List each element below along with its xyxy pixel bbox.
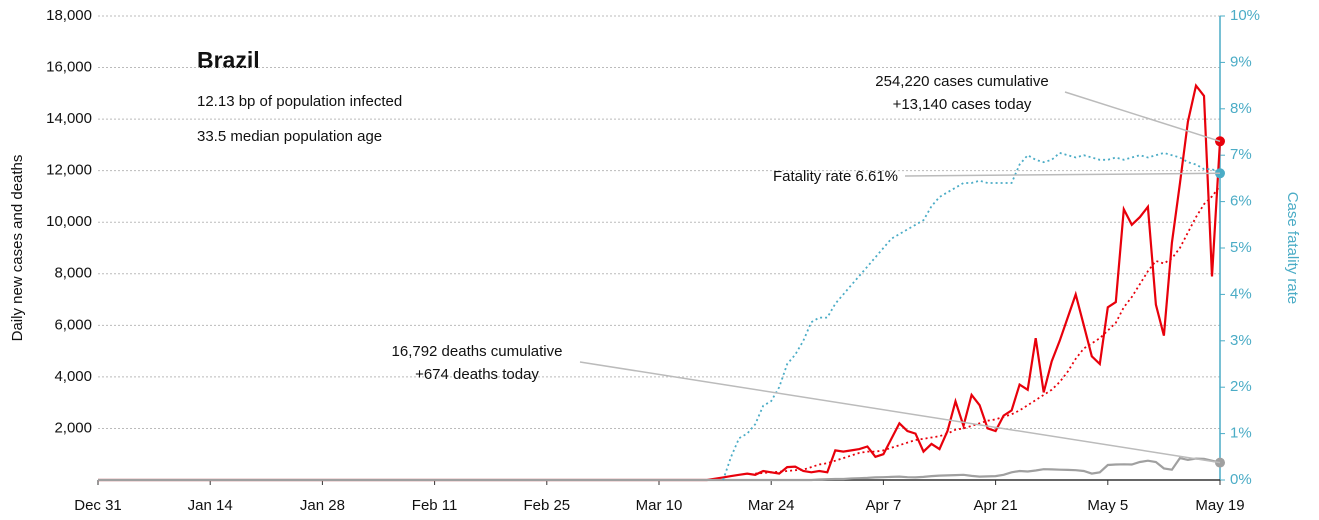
chart-title: Brazil [197, 47, 260, 73]
x-tick-label: Apr 7 [865, 497, 901, 514]
leader-line [579, 361, 1221, 464]
y2-tick-label: 6% [1230, 193, 1252, 210]
y2-tick-label: 0% [1230, 471, 1252, 488]
series-line [722, 151, 1221, 481]
x-tick-label: Jan 28 [300, 497, 345, 514]
x-tick-label: May 19 [1195, 497, 1244, 514]
x-tick-label: Apr 21 [973, 497, 1017, 514]
y2-tick-label: 2% [1230, 378, 1252, 395]
annotation: +674 deaths today [415, 366, 539, 383]
x-tick-label: Feb 11 [412, 497, 458, 514]
y-tick-label: 12,000 [46, 162, 92, 179]
annotation: 16,792 deaths cumulative [392, 343, 563, 360]
x-tick-label: Feb 25 [523, 497, 570, 514]
y-tick-label: 6,000 [54, 316, 92, 333]
x-tick-label: Mar 10 [636, 497, 683, 514]
annotation: 254,220 cases cumulative [875, 73, 1048, 90]
y2-tick-label: 5% [1230, 239, 1252, 256]
leader-line [904, 172, 1221, 177]
leader-line [1064, 91, 1221, 142]
x-tick-label: Dec 31 [74, 497, 122, 514]
y2-tick-label: 3% [1230, 332, 1252, 349]
y-tick-label: 10,000 [46, 213, 92, 230]
series-line [755, 185, 1221, 475]
y2-tick-label: 7% [1230, 146, 1252, 163]
note: 12.13 bp of population infected [197, 93, 402, 110]
x-tick-label: Jan 14 [188, 497, 233, 514]
y2-tick-label: 10% [1230, 7, 1260, 24]
note: 33.5 median population age [197, 128, 382, 145]
y-tick-label: 8,000 [54, 265, 92, 282]
y2-axis-label: Case fatality rate [1284, 192, 1301, 305]
y2-tick-label: 4% [1230, 285, 1252, 302]
series-line [98, 456, 1221, 482]
y-tick-label: 2,000 [54, 419, 92, 436]
y-tick-label: 18,000 [46, 7, 92, 24]
x-tick-label: May 5 [1087, 497, 1128, 514]
y2-tick-label: 9% [1230, 53, 1252, 70]
y2-tick-label: 8% [1230, 100, 1252, 117]
y-tick-label: 16,000 [46, 59, 92, 76]
annotation: +13,140 cases today [893, 96, 1032, 113]
annotation: Fatality rate 6.61% [773, 168, 898, 185]
y-tick-label: 14,000 [46, 110, 92, 127]
y2-tick-label: 1% [1230, 425, 1252, 442]
y-axis-label: Daily new cases and deaths [9, 155, 26, 342]
x-tick-label: Mar 24 [748, 497, 795, 514]
y-tick-label: 4,000 [54, 368, 92, 385]
